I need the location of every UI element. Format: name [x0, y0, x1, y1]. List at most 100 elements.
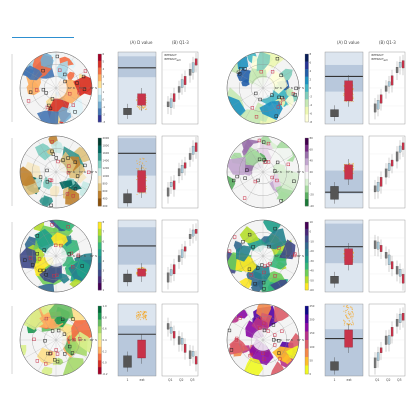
q-box	[180, 249, 184, 258]
d-sample-point	[145, 160, 147, 162]
station-marker	[273, 169, 277, 173]
colorbar: 80 60 40 20 0 -20 -40	[304, 136, 315, 208]
map-region	[38, 283, 55, 292]
colorbar-tick-label: -1	[103, 105, 106, 109]
map-region	[260, 312, 273, 329]
d-sample-point	[138, 192, 140, 194]
d-sample-point	[145, 319, 147, 321]
latitude-label: 70° N	[286, 171, 293, 174]
d-x-tick: 1	[127, 378, 129, 382]
colorbar-segment	[98, 108, 102, 116]
header-rule	[12, 37, 74, 38]
station-marker	[262, 270, 266, 275]
colorbar-segment	[98, 326, 102, 334]
d-sample-point	[136, 318, 138, 320]
colorbar-frame	[97, 305, 102, 375]
d-sample-point	[136, 316, 139, 318]
meridian	[262, 255, 295, 275]
station-marker	[35, 234, 40, 238]
meridian	[55, 255, 88, 275]
colorbar-tick-label: -4	[310, 103, 313, 107]
d-sample-point	[145, 168, 147, 170]
colorbar-segment	[305, 69, 309, 77]
q-box	[379, 245, 383, 252]
latitude-label: 80° N	[297, 171, 304, 174]
d-sample-point	[140, 319, 142, 321]
station-marker	[87, 170, 91, 174]
q-box	[390, 261, 394, 270]
station-marker	[71, 103, 75, 107]
station-marker	[44, 91, 48, 95]
colorbar-segment	[98, 160, 102, 169]
colorbar-tick-label: 4	[310, 69, 312, 73]
q-box	[376, 182, 380, 192]
station-marker	[247, 267, 252, 271]
meridian	[55, 255, 75, 288]
meridian	[37, 171, 57, 204]
colorbar-segment	[305, 306, 309, 315]
map-region	[259, 52, 286, 69]
d-sample-point	[145, 180, 147, 182]
meridian	[244, 140, 264, 173]
latitude-label: 80° N	[90, 87, 97, 90]
q-box	[188, 69, 192, 76]
map-region	[50, 231, 68, 249]
q-box	[191, 351, 195, 357]
meridian	[55, 56, 75, 89]
latitude-label: 80° N	[90, 339, 97, 342]
q-box	[177, 336, 181, 345]
q-box	[384, 252, 388, 259]
d-value-panel: 1 ext	[324, 303, 364, 382]
colorbar-segment	[98, 367, 102, 375]
meridian	[37, 255, 57, 288]
station-marker	[45, 168, 49, 173]
q-box	[188, 153, 192, 160]
d-sample-point	[136, 316, 138, 318]
row-panel-2: 60° N 70° N 80° N 8 6 4 2 0 -2 -4 -6 -8 INTERACTINTE…	[226, 51, 406, 125]
colorbar-tick-label: -60	[310, 288, 315, 292]
d-sample-point	[343, 85, 345, 87]
colorbar-segment	[98, 333, 102, 341]
meridian	[55, 140, 75, 173]
station-marker	[75, 81, 79, 85]
colorbar-segment	[98, 183, 102, 192]
colorbar-tick-label: 150	[310, 331, 315, 335]
latitude-label: 70° N	[79, 339, 86, 342]
station-marker	[229, 348, 234, 352]
meridian	[55, 87, 75, 120]
legend-interact-ext-sub: ext	[177, 58, 181, 62]
colorbar-tick-label: 80	[310, 136, 314, 140]
colorbar-segment	[305, 144, 309, 152]
colorbar: 2000 1800 1600 1400 1200 1000 800 600 400 200	[97, 136, 109, 208]
colorbar-frame	[304, 221, 309, 291]
station-marker	[55, 352, 60, 356]
d-sample-point	[137, 318, 139, 320]
colorbar-tick-label: -3	[103, 120, 106, 124]
d-sample-point	[352, 322, 354, 324]
q-box	[191, 62, 195, 73]
colorbar-segment	[305, 165, 309, 173]
d-value-panel	[324, 51, 364, 125]
station-marker	[63, 79, 67, 84]
station-marker	[34, 88, 39, 92]
q-box	[180, 337, 184, 345]
d-panel-frame	[117, 303, 157, 377]
colorbar-tick-label: 4	[103, 259, 105, 263]
colorbar-segment	[98, 94, 102, 102]
q-box	[379, 94, 383, 104]
q-box	[188, 350, 192, 359]
meridian	[231, 171, 264, 191]
d-sample-point	[136, 267, 138, 269]
q-box	[177, 86, 181, 93]
q-box	[194, 229, 198, 234]
station-marker	[51, 152, 55, 156]
station-marker	[55, 359, 60, 364]
station-marker	[80, 264, 84, 268]
station-marker	[278, 357, 282, 361]
colorbar-tick-label: 60	[310, 147, 314, 151]
d-sample-point	[343, 94, 345, 96]
colorbar-tick-label: -20	[310, 193, 315, 197]
colorbar-tick-label: 7	[103, 230, 105, 234]
colorbar-segment	[305, 114, 309, 123]
